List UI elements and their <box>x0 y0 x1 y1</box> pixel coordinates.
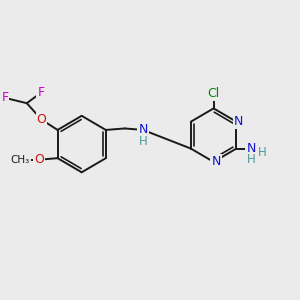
Text: F: F <box>1 91 8 104</box>
Text: Cl: Cl <box>208 87 220 100</box>
Text: H: H <box>258 146 267 160</box>
Text: N: N <box>211 155 220 168</box>
Text: CH₃: CH₃ <box>11 155 30 165</box>
Text: N: N <box>138 123 148 136</box>
Text: H: H <box>139 135 147 148</box>
Text: N: N <box>246 142 256 155</box>
Text: O: O <box>37 113 46 126</box>
Text: H: H <box>247 153 256 166</box>
Text: F: F <box>37 86 44 99</box>
Text: N: N <box>234 115 244 128</box>
Text: O: O <box>34 153 44 166</box>
